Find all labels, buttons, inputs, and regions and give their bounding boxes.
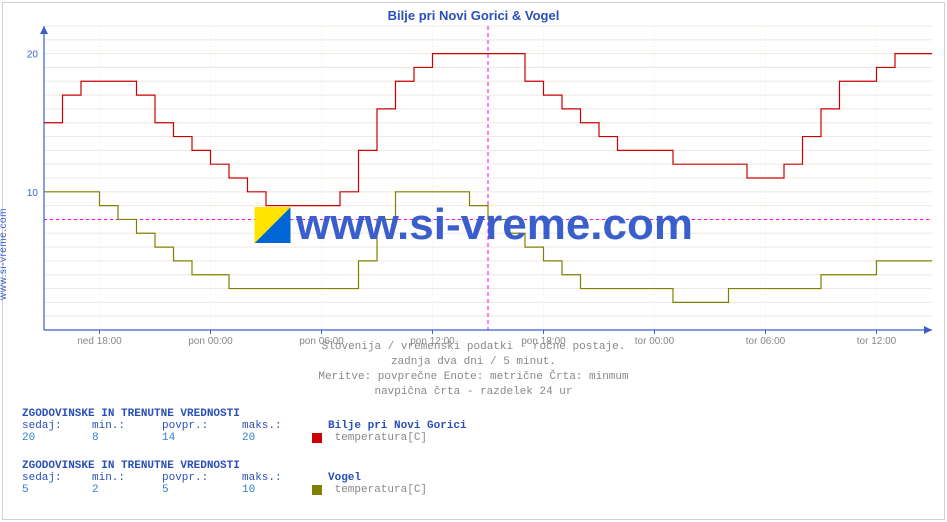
stats-header: ZGODOVINSKE IN TRENUTNE VREDNOSTI: [22, 408, 467, 420]
col-max: maks.:: [242, 420, 312, 432]
svg-text:10: 10: [27, 188, 39, 199]
footer-text: Slovenija / vremenski podatki - ročne po…: [0, 340, 947, 399]
val-min: 2: [92, 484, 162, 496]
series-name: Vogel: [328, 472, 427, 484]
footer-l2: zadnja dva dni / 5 minut.: [0, 355, 947, 370]
val-now: 5: [22, 484, 92, 496]
series-color-swatch: [312, 433, 322, 443]
stats-block: ZGODOVINSKE IN TRENUTNE VREDNOSTI sedaj:…: [22, 408, 467, 444]
val-avg: 5: [162, 484, 242, 496]
col-now: sedaj:: [22, 472, 92, 484]
series-name: Bilje pri Novi Gorici: [328, 420, 467, 432]
svg-text:20: 20: [27, 50, 39, 61]
footer-l4: navpična črta - razdelek 24 ur: [0, 385, 947, 400]
col-now: sedaj:: [22, 420, 92, 432]
col-avg: povpr.:: [162, 420, 242, 432]
footer-l1: Slovenija / vremenski podatki - ročne po…: [0, 340, 947, 355]
series-legend: temperatura[C]: [328, 432, 467, 444]
stats-values: 20 8 14 20 temperatura[C]: [22, 432, 467, 444]
watermark-text: www.si-vreme.com: [296, 200, 693, 250]
col-min: min.:: [92, 420, 162, 432]
col-avg: povpr.:: [162, 472, 242, 484]
val-min: 8: [92, 432, 162, 444]
val-avg: 14: [162, 432, 242, 444]
sun-water-icon: [254, 207, 290, 243]
series-color-swatch: [312, 485, 322, 495]
series-legend: temperatura[C]: [328, 484, 427, 496]
col-min: min.:: [92, 472, 162, 484]
stats-col-labels: sedaj: min.: povpr.: maks.: Bilje pri No…: [22, 420, 467, 432]
val-max: 10: [242, 484, 312, 496]
footer-l3: Meritve: povprečne Enote: metrične Črta:…: [0, 370, 947, 385]
col-max: maks.:: [242, 472, 312, 484]
val-max: 20: [242, 432, 312, 444]
stats-col-labels: sedaj: min.: povpr.: maks.: Vogel: [22, 472, 427, 484]
stats-block: ZGODOVINSKE IN TRENUTNE VREDNOSTI sedaj:…: [22, 460, 427, 496]
stats-values: 5 2 5 10 temperatura[C]: [22, 484, 427, 496]
stats-header: ZGODOVINSKE IN TRENUTNE VREDNOSTI: [22, 460, 427, 472]
val-now: 20: [22, 432, 92, 444]
watermark: www.si-vreme.com: [254, 200, 693, 250]
